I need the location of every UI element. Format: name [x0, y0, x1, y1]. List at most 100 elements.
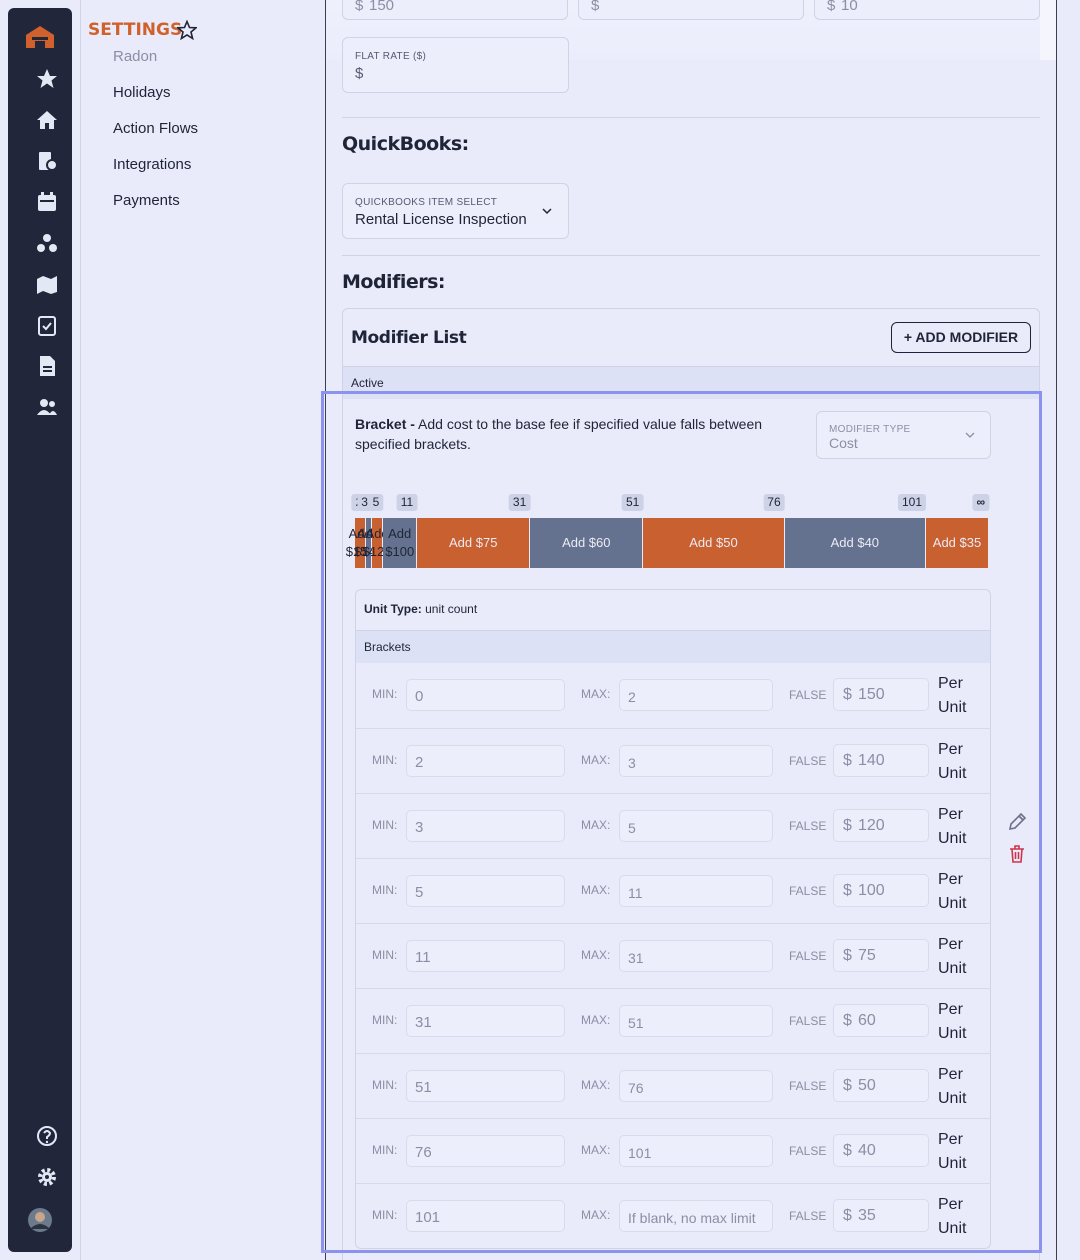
description: Add cost to the base fee if specified va… — [355, 416, 763, 452]
price-input[interactable]: $50 — [833, 1069, 929, 1102]
price: 100 — [858, 882, 885, 899]
flat-rate-input[interactable]: FLAT RATE ($) $ — [342, 37, 569, 93]
price-input[interactable]: $100 — [833, 874, 929, 907]
max-label: MAX: — [581, 687, 611, 701]
max-input[interactable]: 76 — [619, 1070, 773, 1102]
max-input[interactable]: 31 — [619, 940, 773, 972]
max-label: MAX: — [581, 948, 611, 962]
user-avatar[interactable] — [27, 1207, 53, 1233]
settings-icon[interactable] — [36, 1166, 58, 1188]
currency: $ — [843, 686, 852, 703]
amount-input[interactable]: $ — [578, 0, 804, 20]
min-label: MIN: — [372, 818, 398, 832]
bar-tick: 76 — [763, 494, 785, 511]
bracket-bar: Add $150 Add $140 Add $120 Add $100 Add $75 A… — [346, 518, 989, 568]
min-input[interactable]: 76 — [406, 1135, 565, 1167]
documents-icon[interactable] — [36, 355, 58, 377]
flag-label: FALSE — [789, 1209, 827, 1223]
price-input[interactable]: $60 — [833, 1004, 929, 1037]
price: 140 — [858, 752, 885, 769]
content-border — [1056, 0, 1057, 1260]
max-input[interactable]: 101 — [619, 1135, 773, 1167]
max-input[interactable]: 51 — [619, 1005, 773, 1037]
min-input[interactable]: 11 — [406, 940, 565, 972]
price-input[interactable]: $140 — [833, 744, 929, 777]
price-input[interactable]: $40 — [833, 1134, 929, 1167]
currency: $ — [843, 1142, 852, 1159]
calendar-icon[interactable] — [36, 191, 58, 213]
currency: $ — [843, 752, 852, 769]
price: 40 — [858, 1142, 876, 1159]
per-unit: Per Unit — [938, 871, 967, 912]
prefix: $ — [591, 0, 600, 14]
content-border — [325, 0, 326, 1260]
currency: $ — [843, 1077, 852, 1094]
flag-label: FALSE — [789, 949, 827, 963]
price-input[interactable]: $35 — [833, 1199, 929, 1232]
min-label: MIN: — [372, 753, 398, 767]
currency: $ — [843, 947, 852, 964]
help-icon[interactable] — [36, 1125, 58, 1147]
min-input[interactable]: 51 — [406, 1070, 565, 1102]
nav-item[interactable]: Integrations — [113, 156, 192, 173]
bracket-row: MIN: 51 MAX: 76 FALSE $50 Per Unit — [356, 1053, 991, 1118]
max-label: MAX: — [581, 1013, 611, 1027]
max-label: MAX: — [581, 1078, 611, 1092]
min-input[interactable]: 2 — [406, 745, 565, 777]
nav-item[interactable]: Payments — [113, 192, 180, 209]
nav-item[interactable]: Radon — [113, 48, 158, 65]
header-fade — [1040, 0, 1056, 60]
flag-label: FALSE — [789, 754, 827, 768]
bar-segment: Add $100 — [383, 518, 418, 568]
bracket-name: Bracket - — [355, 416, 415, 432]
currency: $ — [843, 1207, 852, 1224]
favorites-icon[interactable] — [36, 68, 58, 90]
nav-item[interactable]: Holidays — [113, 84, 171, 101]
min-label: MIN: — [372, 1143, 398, 1157]
unit-type-label: Unit Type: — [364, 602, 422, 616]
price-input[interactable]: $120 — [833, 809, 929, 842]
tasks-icon[interactable] — [36, 314, 58, 336]
radon-icon[interactable] — [36, 232, 58, 254]
map-icon[interactable] — [36, 273, 58, 295]
edit-icon[interactable] — [1006, 811, 1028, 833]
max-input[interactable]: If blank, no max limit — [619, 1200, 773, 1232]
field-label: MODIFIER TYPE — [829, 424, 911, 435]
prefix: $ — [827, 0, 836, 14]
flag-label: FALSE — [789, 819, 827, 833]
bar-segment: Add $35 — [926, 518, 989, 568]
field-label: QUICKBOOKS ITEM SELECT — [355, 197, 498, 208]
star-icon[interactable] — [177, 20, 197, 40]
amount-input[interactable]: $150 — [342, 0, 568, 20]
field-label: FLAT RATE ($) — [355, 51, 427, 62]
max-input[interactable]: 11 — [619, 875, 773, 907]
modifier-type-select[interactable]: MODIFIER TYPE Cost — [816, 411, 991, 459]
logo[interactable] — [24, 24, 56, 50]
min-input[interactable]: 5 — [406, 875, 565, 907]
flag-label: FALSE — [789, 884, 827, 898]
home-icon[interactable] — [36, 109, 58, 131]
min-label: MIN: — [372, 1078, 398, 1092]
amount-input[interactable]: $10 — [814, 0, 1040, 20]
max-label: MAX: — [581, 1143, 611, 1157]
min-input[interactable]: 31 — [406, 1005, 565, 1037]
bar-tick: ∞ — [972, 494, 989, 511]
flag-label: FALSE — [789, 1144, 827, 1158]
min-input[interactable]: 101 — [406, 1200, 565, 1232]
quickbooks-select[interactable]: QUICKBOOKS ITEM SELECT Rental License In… — [342, 183, 569, 239]
users-icon[interactable] — [36, 396, 58, 418]
delete-icon[interactable] — [1007, 844, 1027, 864]
price-input[interactable]: $75 — [833, 939, 929, 972]
inspection-icon[interactable] — [36, 150, 58, 172]
nav-item[interactable]: Action Flows — [113, 120, 199, 137]
per-unit: Per Unit — [938, 675, 967, 716]
price-input[interactable]: $150 — [833, 678, 929, 711]
add-modifier-button[interactable]: + ADD MODIFIER — [891, 322, 1031, 353]
min-input[interactable]: 0 — [406, 679, 565, 711]
max-input[interactable]: 5 — [619, 810, 773, 842]
section-heading: Modifiers: — [342, 271, 446, 293]
min-input[interactable]: 3 — [406, 810, 565, 842]
max-input[interactable]: 3 — [619, 745, 773, 777]
max-input[interactable]: 2 — [619, 679, 773, 711]
